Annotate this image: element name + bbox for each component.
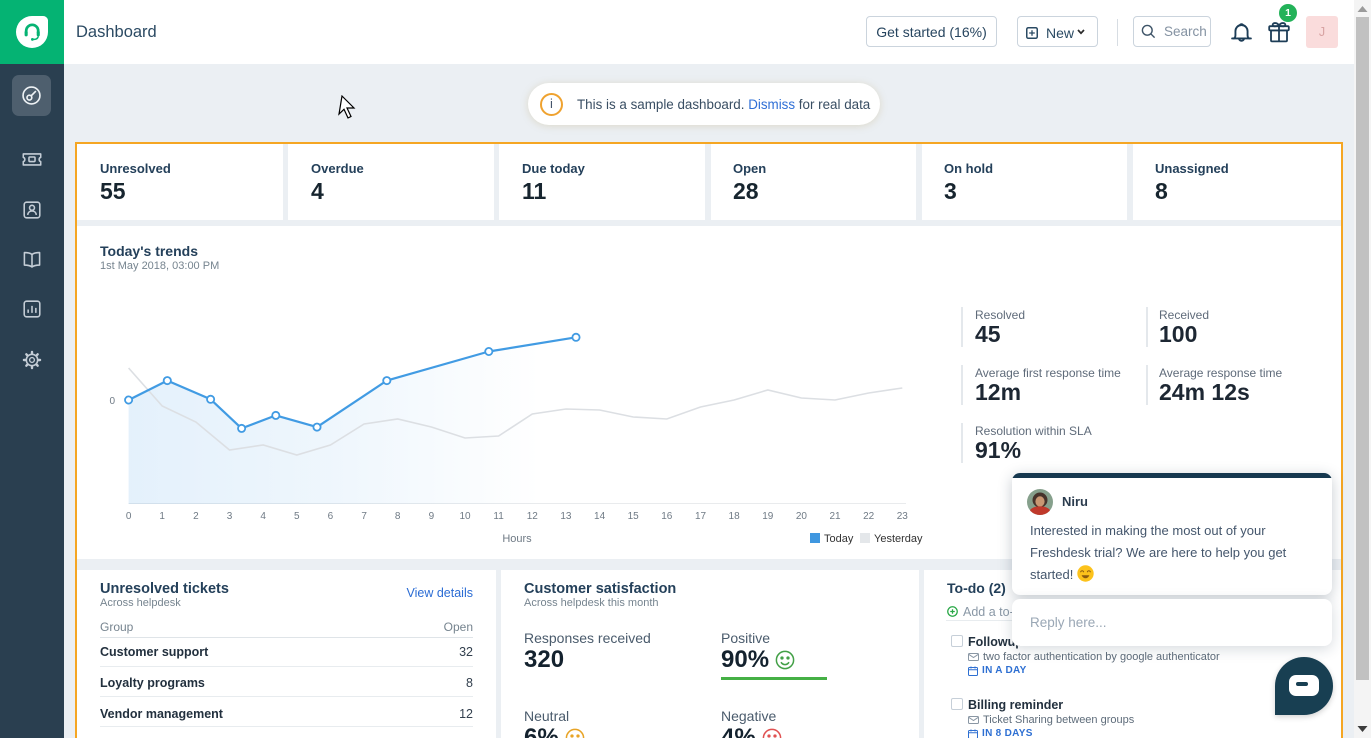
svg-text:8: 8 — [395, 511, 401, 522]
svg-text:Hours: Hours — [502, 533, 532, 545]
svg-text:18: 18 — [729, 511, 741, 522]
svg-text:23: 23 — [897, 511, 909, 522]
svg-text:21: 21 — [829, 511, 841, 522]
svg-text:1: 1 — [159, 511, 165, 522]
svg-text:12: 12 — [527, 511, 539, 522]
svg-text:Yesterday: Yesterday — [874, 533, 923, 545]
svg-text:22: 22 — [863, 511, 875, 522]
svg-text:7: 7 — [361, 511, 367, 522]
svg-text:10: 10 — [459, 511, 471, 522]
svg-text:15: 15 — [628, 511, 640, 522]
svg-text:2: 2 — [193, 511, 199, 522]
svg-text:9: 9 — [429, 511, 435, 522]
svg-text:0: 0 — [109, 396, 115, 407]
svg-text:14: 14 — [594, 511, 606, 522]
svg-text:13: 13 — [560, 511, 572, 522]
svg-text:4: 4 — [260, 511, 266, 522]
svg-text:20: 20 — [796, 511, 808, 522]
svg-text:6: 6 — [328, 511, 334, 522]
svg-text:11: 11 — [493, 511, 504, 522]
svg-text:Today: Today — [824, 533, 854, 545]
svg-text:0: 0 — [126, 511, 132, 522]
svg-text:3: 3 — [227, 511, 233, 522]
svg-text:17: 17 — [695, 511, 707, 522]
svg-text:16: 16 — [661, 511, 673, 522]
svg-text:19: 19 — [762, 511, 774, 522]
svg-text:5: 5 — [294, 511, 300, 522]
